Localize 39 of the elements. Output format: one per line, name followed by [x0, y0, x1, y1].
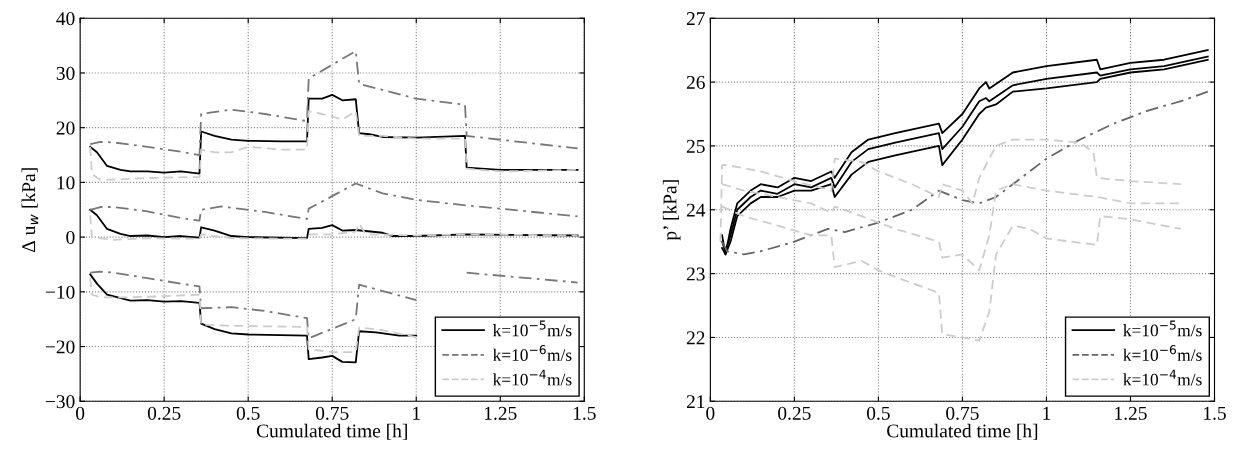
legend-label: k=10$^{−4}$m/s: [492, 369, 572, 386]
y-tick-label: −20: [45, 340, 75, 354]
legend-label: k=10$^{−6}$m/s: [1123, 345, 1202, 361]
y-tick-label: 10: [57, 176, 75, 190]
x-tick-label: 0: [706, 406, 715, 420]
x-tick-label: 0.25: [147, 406, 181, 420]
x-tick-label: 1: [413, 406, 420, 420]
x-axis-title: Cumulated time [h]: [887, 423, 1038, 440]
x-tick-label: 1.5: [1204, 406, 1226, 420]
legend-label: k=10$^{−4}$m/s: [1123, 369, 1202, 386]
y-tick-label: 25: [686, 139, 705, 153]
x-tick-label: 0.5: [866, 406, 890, 420]
y-tick-label: −30: [45, 395, 75, 409]
y-tick-label: 26: [686, 75, 705, 90]
legend-label: k=10$^{−5}$m/s: [492, 320, 572, 337]
x-tick-label: 0: [76, 406, 85, 420]
x-tick-label: 1.25: [1115, 406, 1147, 420]
x-tick-label: 0.5: [236, 406, 260, 420]
y-tick-label: 23: [686, 267, 705, 281]
x-tick-label: 1: [1043, 406, 1051, 420]
y-tick-label: 20: [56, 121, 75, 135]
legend-label: k=10$^{−5}$m/s: [1123, 320, 1202, 337]
y-tick-label: 27: [686, 12, 705, 25]
x-axis-title: Cumulated time [h]: [256, 423, 407, 440]
x-tick-label: 0.75: [946, 406, 979, 420]
x-tick-label: 1.25: [484, 406, 517, 420]
y-tick-label: −10: [45, 285, 75, 299]
x-tick-label: 0.25: [778, 406, 811, 420]
y-tick-label: 22: [686, 331, 705, 345]
y-tick-label: 24: [686, 203, 706, 217]
x-tick-label: 1.5: [573, 406, 596, 420]
x-tick-label: 0.75: [315, 406, 349, 420]
y-tick-label: 21: [686, 395, 705, 409]
y-tick-label: 0: [66, 230, 75, 245]
legend-label: k=10$^{−6}$m/s: [492, 345, 572, 361]
y-tick-label: 30: [56, 66, 75, 80]
y-axis-title: p’ [kPa]: [662, 180, 681, 241]
y-tick-label: 40: [56, 12, 75, 26]
y-axis-title: Δ u$_{w}$ [kPa]: [21, 168, 39, 252]
